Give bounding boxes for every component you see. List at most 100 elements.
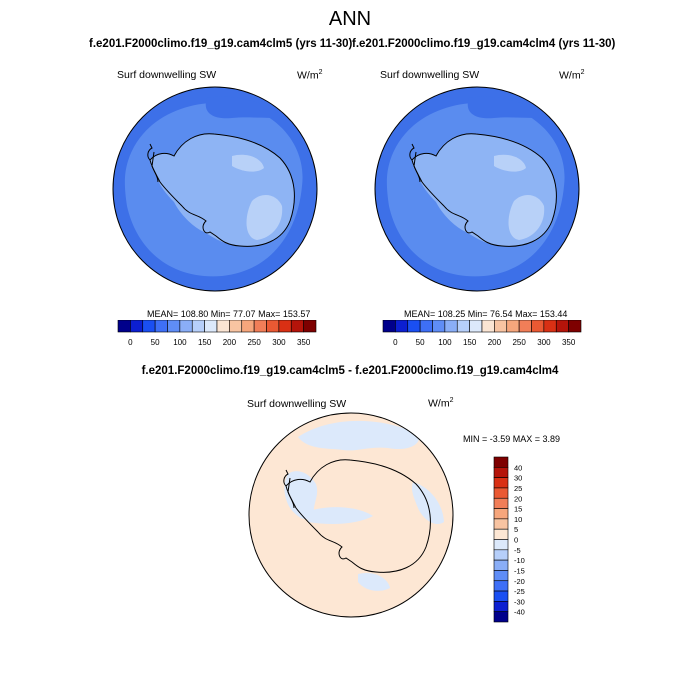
map-diff — [248, 412, 454, 618]
colorbar-cells — [382, 320, 582, 333]
colorbar-tick-label: 250 — [247, 338, 261, 347]
map-coastline — [411, 133, 557, 247]
colorbar-tick-label: 20 — [514, 494, 522, 503]
page-title: ANN — [328, 8, 372, 30]
colorbar-cell — [555, 320, 569, 333]
colorbar-tick-label: 15 — [514, 505, 522, 514]
map-right — [374, 86, 580, 292]
colorbar-cell — [493, 580, 509, 592]
colorbar-cell — [444, 320, 458, 333]
case-title-right: f.e201.F2000climo.f19_g19.cam4clm4 (yrs … — [352, 38, 616, 50]
colorbar-tick-label: 10 — [514, 515, 522, 524]
colorbar-tick-label: 100 — [173, 338, 187, 347]
map-peninsula — [147, 143, 159, 183]
colorbar-right: 0 50 100 150 200 250 300 350 — [382, 320, 582, 347]
units-label-diff: W/m2 — [428, 397, 454, 410]
colorbar-tick-label: 200 — [488, 338, 502, 347]
map-plateau-small — [494, 154, 526, 172]
map-plateau — [508, 194, 545, 240]
colorbar-tick-label: 0 — [514, 536, 518, 545]
colorbar-cell — [241, 320, 255, 333]
colorbar-cell — [290, 320, 304, 333]
colorbar-cell — [493, 601, 509, 612]
colorbar-tick-label: 50 — [416, 338, 425, 347]
colorbar-cell — [493, 559, 509, 571]
colorbar-cell — [518, 320, 532, 333]
colorbar-cell — [493, 611, 509, 623]
map-ocean-patch — [205, 96, 284, 119]
colorbar-tick-label: -25 — [514, 587, 525, 596]
variable-label-diff: Surf downwelling SW — [247, 398, 347, 410]
units-label-left: W/m2 — [297, 69, 323, 82]
colorbar-cell — [216, 320, 230, 333]
colorbar-cell — [531, 320, 545, 333]
colorbar-cell — [493, 518, 509, 530]
colorbar-tick-label: -5 — [514, 546, 521, 555]
colorbar-tick-label: 25 — [514, 484, 522, 493]
colorbar-cell — [130, 320, 144, 333]
map-coastline — [285, 459, 431, 573]
colorbar-cell — [493, 487, 509, 499]
colorbar-cell — [494, 320, 508, 333]
colorbar-tick-label: 30 — [514, 474, 522, 483]
colorbar-tick-label: 5 — [514, 525, 518, 534]
colorbar-cell — [154, 320, 168, 333]
colorbar-cell — [266, 320, 280, 333]
colorbar-cell — [419, 320, 433, 333]
map-plateau — [246, 194, 283, 240]
map-peninsula — [409, 143, 421, 183]
colorbar-cell — [493, 528, 509, 540]
colorbar-tick-label: -10 — [514, 556, 525, 565]
colorbar-tick-labels: 0 50 100 150 200 250 300 350 — [128, 338, 311, 347]
colorbar-tick-label: 0 — [128, 338, 133, 347]
colorbar-cell — [382, 320, 396, 333]
colorbar-left: 0 50 100 150 200 250 300 350 — [117, 320, 317, 347]
colorbar-cell — [395, 320, 409, 333]
colorbar-cell — [432, 320, 446, 333]
colorbar-tick-labels: 0 50 100 150 200 250 300 350 — [393, 338, 576, 347]
colorbar-cell — [493, 477, 509, 489]
colorbar-tick-label: 300 — [537, 338, 551, 347]
map-coastline — [149, 133, 295, 247]
map-border — [112, 86, 318, 292]
colorbar-cell — [191, 320, 205, 333]
colorbar-cell — [493, 590, 509, 602]
colorbar-cell — [469, 320, 483, 333]
map-diff-neg-north — [298, 420, 419, 451]
map-plateau-small — [232, 154, 264, 172]
colorbar-cell — [167, 320, 181, 333]
colorbar-tick-label: 350 — [297, 338, 311, 347]
colorbar-cell — [493, 549, 509, 561]
variable-label-left: Surf downwelling SW — [117, 69, 217, 81]
map-ocean-patch — [467, 96, 546, 119]
colorbar-cell — [253, 320, 267, 333]
colorbar-cell — [493, 467, 509, 478]
colorbar-tick-label: 50 — [151, 338, 160, 347]
colorbar-cell — [278, 320, 292, 333]
colorbar-tick-label: 350 — [562, 338, 576, 347]
colorbar-cell — [493, 508, 509, 520]
map-diff-neg-south — [358, 572, 390, 591]
colorbar-tick-label: 300 — [272, 338, 286, 347]
colorbar-cell — [493, 456, 509, 468]
colorbar-tick-label: 150 — [198, 338, 212, 347]
map-left — [112, 86, 318, 292]
colorbar-cell — [493, 497, 509, 509]
stats-right: MEAN= 108.25 Min= 76.54 Max= 153.44 — [404, 309, 568, 319]
colorbar-cell — [506, 320, 520, 333]
colorbar-cell — [493, 570, 509, 582]
colorbar-tick-label: -30 — [514, 597, 525, 606]
map-border — [248, 412, 454, 618]
stats-diff: MIN = -3.59 MAX = 3.89 — [463, 434, 561, 444]
map-diff-neg-west — [284, 471, 318, 520]
colorbar-cell — [303, 320, 317, 333]
variable-label-right: Surf downwelling SW — [380, 69, 480, 81]
case-title-left: f.e201.F2000climo.f19_g19.cam4clm5 (yrs … — [89, 38, 353, 50]
colorbar-tick-label: -20 — [514, 577, 525, 586]
colorbar-cell — [407, 320, 421, 333]
colorbar-cell — [493, 539, 509, 551]
colorbar-tick-label: 0 — [393, 338, 398, 347]
colorbar-cell — [117, 320, 131, 333]
colorbar-cell — [142, 320, 156, 333]
